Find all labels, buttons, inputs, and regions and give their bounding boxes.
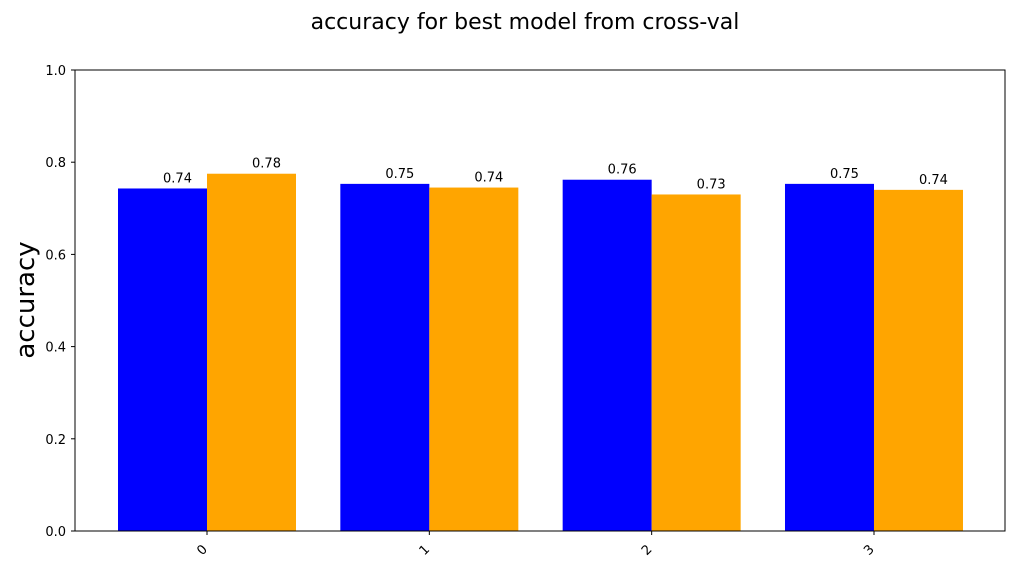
- bar-series0-cat1: [340, 183, 430, 531]
- y-tick-label-5: 1.0: [45, 64, 66, 79]
- bar-series0-cat3: [784, 183, 874, 531]
- y-tick-label-1: 0.2: [45, 433, 66, 448]
- bar-series1-cat1: [429, 187, 519, 531]
- data-label-series1-cat1: 0.74: [474, 171, 503, 186]
- bar-series0-cat2: [562, 179, 652, 531]
- bar-series0-cat0: [118, 188, 207, 532]
- data-label-series1-cat2: 0.73: [697, 177, 726, 192]
- x-tick-label-2: 2: [639, 542, 655, 558]
- data-label-series0-cat1: 0.75: [385, 167, 414, 182]
- y-tick-label-2: 0.4: [45, 341, 66, 356]
- data-label-series0-cat0: 0.74: [163, 171, 192, 186]
- y-tick-label-3: 0.6: [45, 248, 66, 263]
- bar-series1-cat2: [651, 194, 741, 531]
- plot-area: 0.74 0.78 0 0.75 0.74 1 0.76 0.73 2 0.75 0.74 3 0.0 0…: [45, 64, 1006, 559]
- data-label-series0-cat2: 0.76: [608, 163, 637, 178]
- bar-series1-cat0: [207, 173, 296, 531]
- x-tick-label-0: 0: [194, 542, 210, 558]
- data-label-series1-cat0: 0.78: [252, 157, 281, 172]
- x-tick-label-1: 1: [417, 542, 433, 558]
- data-label-series0-cat3: 0.75: [830, 167, 859, 182]
- data-label-series1-cat3: 0.74: [919, 173, 948, 188]
- plot-frame: [74, 69, 1006, 532]
- chart-title: accuracy for best model from cross-val: [311, 10, 740, 35]
- y-axis-label: accuracy: [11, 241, 41, 358]
- bar-series1-cat3: [873, 189, 963, 532]
- y-tick-label-4: 0.8: [45, 156, 66, 171]
- x-tick-label-3: 3: [861, 542, 877, 558]
- y-tick-label-0: 0.0: [45, 525, 66, 540]
